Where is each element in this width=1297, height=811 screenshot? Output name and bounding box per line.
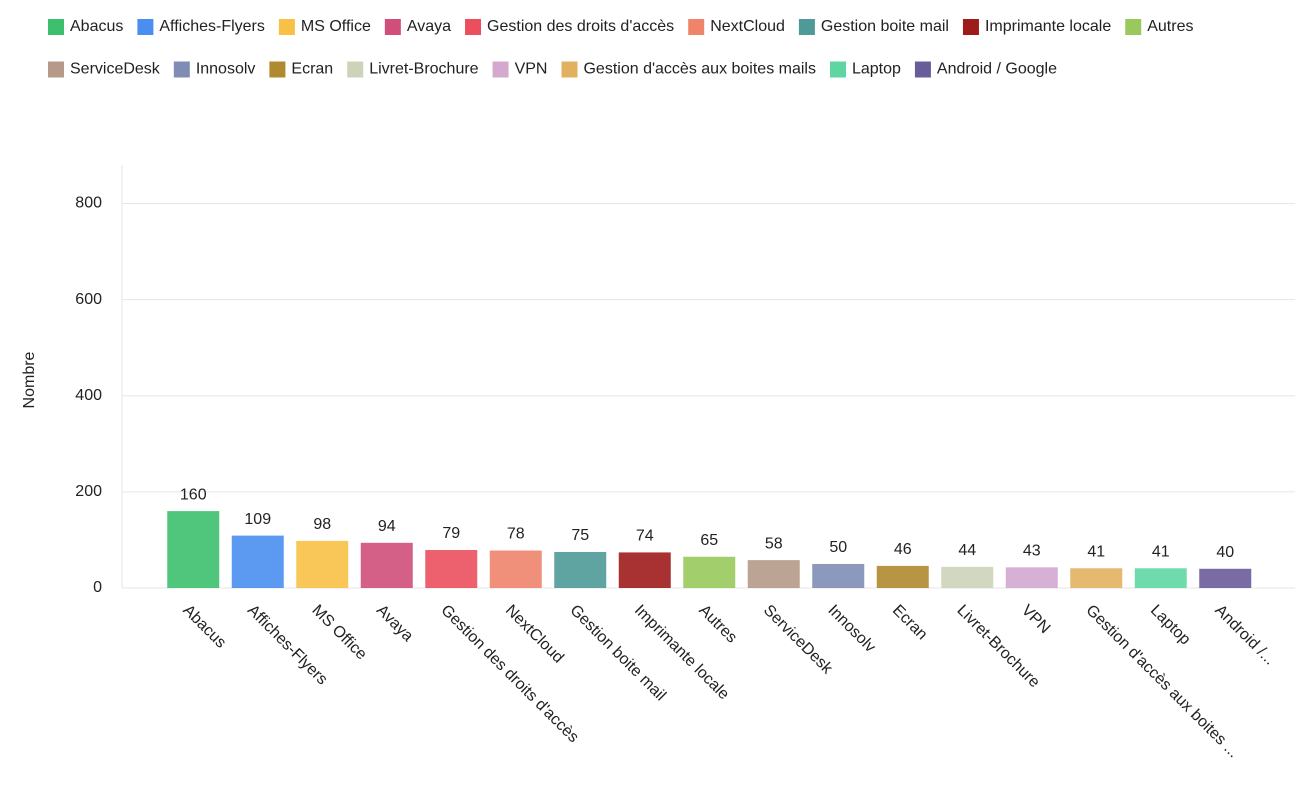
bar (296, 540, 349, 588)
legend-swatch (269, 61, 286, 78)
x-tick-label: Ecran (889, 602, 931, 644)
legend-label: Gestion d'accès aux boites mails (583, 61, 816, 78)
bar (1070, 568, 1123, 588)
bar (360, 542, 413, 588)
bar (1005, 567, 1058, 588)
x-tick-label: Innosolv (824, 602, 878, 656)
bar (554, 551, 607, 588)
y-tick-label: 0 (93, 579, 102, 596)
data-label: 74 (636, 528, 654, 545)
data-label: 58 (765, 535, 783, 552)
x-tick-label: Abacus (179, 602, 229, 652)
data-label: 78 (507, 526, 525, 543)
bar (941, 566, 994, 588)
legend-label: ServiceDesk (70, 61, 161, 78)
x-tick-label: MS Office (308, 602, 370, 664)
legend-label: NextCloud (710, 18, 785, 35)
y-tick-label: 600 (75, 291, 102, 308)
legend-swatch (384, 19, 401, 35)
legend-label: Ecran (291, 61, 333, 78)
legend-label: Livret-Brochure (369, 61, 478, 78)
bar (683, 556, 736, 588)
x-tick-label: Autres (695, 602, 740, 647)
legend-label: Innosolv (196, 61, 256, 78)
legend-swatch (492, 61, 509, 78)
data-label: 43 (1023, 543, 1041, 560)
legend-label: Affiches-Flyers (159, 18, 265, 35)
data-label: 79 (442, 525, 460, 542)
legend-swatch (173, 61, 190, 78)
legend-swatch (962, 19, 979, 35)
legend-swatch (561, 61, 578, 78)
x-tick-label: NextCloud (502, 602, 567, 667)
legend-label: Imprimante locale (985, 18, 1111, 35)
legend-label: Autres (1147, 18, 1193, 35)
x-tick-label: Laptop (1147, 602, 1194, 649)
bar (747, 560, 800, 588)
bar (167, 511, 220, 588)
legend-swatch (48, 19, 64, 35)
legend-swatch (465, 19, 482, 35)
legend-label: Laptop (852, 61, 901, 78)
legend-swatch (347, 61, 364, 78)
bar (231, 535, 284, 588)
data-label: 109 (244, 511, 271, 528)
data-label: 40 (1216, 544, 1234, 561)
bar (876, 565, 929, 588)
bar (425, 550, 478, 588)
legend-label: Abacus (70, 18, 123, 35)
bar (812, 563, 865, 588)
data-label: 44 (958, 542, 976, 559)
x-tick-label: Android /... (1211, 602, 1278, 669)
legend-swatch (278, 19, 295, 35)
legend-label: Android / Google (937, 61, 1057, 78)
legend-swatch (829, 61, 846, 78)
legend-label: Avaya (407, 18, 451, 35)
x-tick-label: VPN (1018, 602, 1053, 637)
data-label: 75 (571, 527, 589, 544)
legend-swatch (1125, 19, 1142, 35)
legend-swatch (798, 19, 815, 35)
data-label: 65 (700, 532, 718, 549)
data-label: 50 (829, 539, 847, 556)
y-tick-label: 800 (75, 195, 102, 212)
legend-swatch (688, 19, 705, 35)
y-tick-label: 200 (75, 483, 102, 500)
legend-label: VPN (515, 61, 548, 78)
data-label: 160 (180, 486, 207, 503)
legend-swatch (137, 19, 154, 35)
bar (489, 550, 542, 588)
data-label: 41 (1087, 544, 1105, 561)
data-label: 41 (1152, 544, 1170, 561)
bar (1134, 568, 1187, 588)
y-tick-label: 400 (75, 387, 102, 404)
data-label: 46 (894, 541, 912, 558)
bar (1199, 568, 1252, 588)
x-tick-label: Avaya (373, 602, 416, 645)
legend-label: MS Office (301, 18, 371, 35)
x-tick-label: Gestion des droits d'accès (437, 602, 581, 746)
legend-label: Gestion boite mail (821, 18, 949, 35)
data-label: 94 (378, 518, 396, 535)
legend-swatch (914, 61, 931, 78)
data-label: 98 (313, 516, 331, 533)
legend-label: Gestion des droits d'accès (487, 18, 674, 35)
legend-swatch (48, 61, 64, 78)
bar (618, 552, 671, 588)
y-axis-label: Nombre (21, 351, 38, 408)
